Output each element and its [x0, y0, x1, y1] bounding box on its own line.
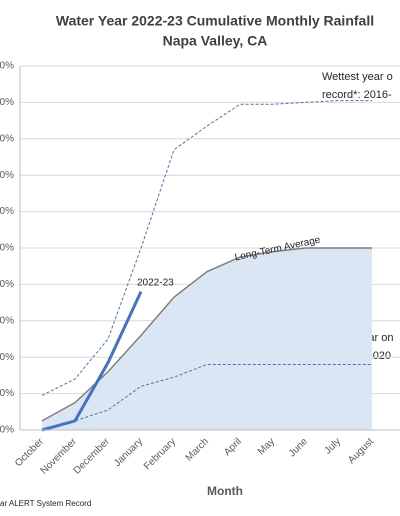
- x-tick-label: October: [13, 436, 46, 469]
- x-tick-label: January: [112, 436, 145, 469]
- annotation: Wettest year o: [322, 71, 393, 83]
- y-tick-label: 40%: [0, 352, 14, 363]
- plot: [19, 65, 400, 432]
- x-tick-label: July: [323, 436, 343, 456]
- footnote: ar ALERT System Record: [0, 499, 91, 508]
- y-tick-label: 60%: [0, 315, 14, 326]
- annotation: record*: 2016-: [322, 89, 392, 101]
- line: [41, 291, 143, 432]
- y-tick-label: 120%: [0, 206, 14, 217]
- area: [42, 248, 372, 430]
- y-tick-label: 0%: [0, 425, 14, 436]
- y-tick-label: 100%: [0, 243, 14, 254]
- chart-subtitle: Napa Valley, CA: [163, 33, 268, 49]
- y-tick-label: 140%: [0, 170, 14, 181]
- x-tick-label: June: [287, 436, 310, 459]
- x-tick-label: April: [222, 436, 244, 458]
- x-axis-title: Month: [207, 484, 243, 498]
- y-tick-label: 160%: [0, 133, 14, 144]
- y-tick-label: 180%: [0, 97, 14, 108]
- x-tick-label: December: [72, 436, 113, 477]
- x-tick-label: May: [256, 436, 277, 457]
- series-label: 2022-23: [137, 278, 174, 289]
- x-tick-label: August: [346, 436, 376, 466]
- y-tick-label: 200%: [0, 61, 14, 72]
- line: [41, 363, 372, 431]
- x-tick-label: March: [184, 436, 211, 463]
- x-tick-label: February: [142, 436, 178, 472]
- line: [41, 100, 372, 396]
- y-tick-label: 80%: [0, 279, 14, 290]
- chart-title: Water Year 2022-23 Cumulative Monthly Ra…: [56, 13, 374, 29]
- y-tick-label: 20%: [0, 388, 14, 399]
